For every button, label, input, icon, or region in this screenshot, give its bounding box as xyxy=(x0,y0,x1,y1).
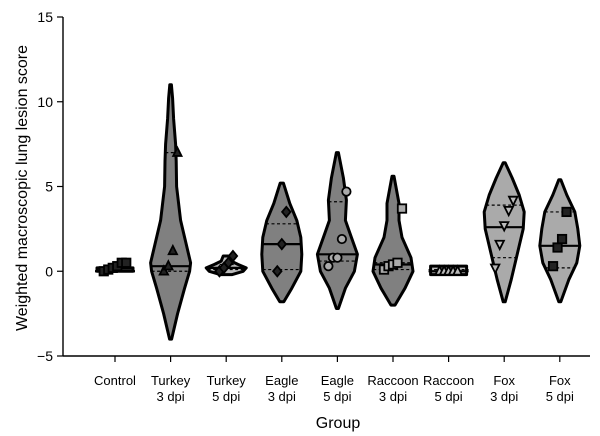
x-tick-label: Raccoon xyxy=(423,373,474,388)
y-tick-label: 5 xyxy=(45,179,53,195)
data-point xyxy=(341,186,352,197)
data-point xyxy=(227,249,239,263)
data-point xyxy=(332,252,343,263)
violin-body xyxy=(371,174,415,307)
y-tick-label: 0 xyxy=(45,263,53,279)
x-tick-label: 3 dpi xyxy=(156,389,184,404)
data-point xyxy=(280,205,292,219)
data-point xyxy=(162,259,175,271)
data-point xyxy=(561,206,572,218)
points-layer xyxy=(98,145,572,278)
x-tick-label: Turkey xyxy=(151,373,191,388)
y-tick-label: 10 xyxy=(37,94,53,110)
x-tick-label: 5 dpi xyxy=(546,389,574,404)
data-point xyxy=(223,256,234,270)
x-tick-label: 5 dpi xyxy=(212,389,240,404)
violin-2 xyxy=(149,83,193,341)
violin-body xyxy=(149,83,193,341)
y-axis-label: Weighted macroscopic lung lesion score xyxy=(14,45,31,331)
x-tick-label: Eagle xyxy=(265,373,298,388)
data-point xyxy=(392,257,403,268)
data-point xyxy=(547,261,559,272)
x-tick-label: 3 dpi xyxy=(268,389,296,404)
data-point xyxy=(271,264,283,278)
x-tick-label: Raccoon xyxy=(367,373,418,388)
x-tick-label: Turkey xyxy=(207,373,247,388)
data-point xyxy=(503,205,515,218)
data-point xyxy=(171,145,184,157)
x-tick-label: Control xyxy=(94,373,136,388)
y-tick-label: 15 xyxy=(37,9,53,25)
data-point xyxy=(121,257,132,268)
data-point xyxy=(276,237,288,251)
data-point xyxy=(494,239,506,252)
data-point xyxy=(167,243,179,256)
violin-body xyxy=(315,151,359,310)
x-tick-label: 5 dpi xyxy=(434,389,462,404)
data-point xyxy=(556,233,568,245)
y-tick-label: −5 xyxy=(37,348,53,364)
data-point xyxy=(552,242,563,253)
violin-6 xyxy=(371,174,415,307)
violin-5 xyxy=(315,151,359,310)
data-point xyxy=(396,203,408,214)
x-tick-label: Eagle xyxy=(321,373,354,388)
data-point xyxy=(498,221,510,233)
data-point xyxy=(336,233,347,245)
y-axis: −5 0 5 10 15 xyxy=(37,9,64,364)
x-tick-label: Fox xyxy=(549,373,571,388)
x-tick-label: 3 dpi xyxy=(490,389,518,404)
data-point xyxy=(489,263,501,275)
x-tick-label: 5 dpi xyxy=(323,389,351,404)
x-axis-label: Group xyxy=(316,415,361,432)
data-point xyxy=(507,195,519,208)
x-tick-label: 3 dpi xyxy=(379,389,407,404)
data-point xyxy=(451,264,464,276)
x-tick-label: Fox xyxy=(493,373,515,388)
data-point xyxy=(323,261,334,272)
